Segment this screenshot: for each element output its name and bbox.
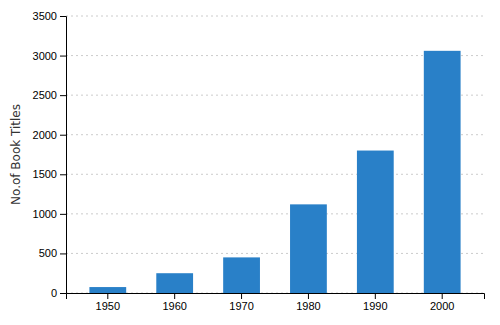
grid-line [66,95,484,96]
y-tick-label: 3500 [33,10,57,22]
y-tick-mark [60,214,66,215]
bar [89,287,126,293]
x-tick-label: 1990 [363,300,387,312]
grid-line [66,213,484,214]
y-tick-mark [60,174,66,175]
y-tick-mark [60,16,66,17]
y-tick-mark [60,293,66,294]
x-tick-mark [375,293,376,299]
y-tick: 500 [39,247,66,259]
y-axis-title: No.of Book Titles [9,104,23,205]
y-tick-label: 0 [51,287,57,299]
x-tick: 2000 [430,293,454,312]
bar [357,151,394,293]
x-tick: 1950 [96,293,120,312]
x-tick: 1980 [296,293,320,312]
x-tick-mark [308,293,309,299]
chart-svg: 0 500 1000 1500 2000 2500 3000 3500 1950 1960 1970… [0,0,500,325]
x-tick-label: 1950 [96,300,120,312]
y-tick: 3000 [33,50,66,62]
grid [66,16,484,293]
chart-container: 0 500 1000 1500 2000 2500 3000 3500 1950 1960 1970… [0,0,500,325]
y-tick-label: 2000 [33,129,57,141]
y-tick-label: 1000 [33,208,57,220]
y-tick-label: 3000 [33,50,57,62]
y-tick-mark [60,95,66,96]
bar [290,204,327,293]
x-tick: 1970 [229,293,253,312]
y-tick: 2500 [33,89,66,101]
grid-line [66,174,484,175]
x-tick-label: 1970 [229,300,253,312]
y-tick-label: 500 [39,247,57,259]
grid-line [66,55,484,56]
x-tick-label: 1980 [296,300,320,312]
y-tick-label: 1500 [33,168,57,180]
plot-area: 0 500 1000 1500 2000 2500 3000 3500 1950 1960 1970… [33,10,485,312]
y-tick-mark [60,135,66,136]
x-tick-label: 2000 [430,300,454,312]
y-tick: 0 [51,287,66,299]
y-tick: 2000 [33,129,66,141]
grid-line [66,253,484,254]
bar [223,257,260,293]
x-axis: 1950 1960 1970 1980 1990 2000 [67,293,485,312]
bar [424,51,461,293]
y-tick: 1000 [33,208,66,220]
y-tick-mark [60,56,66,57]
x-tick-mark [442,293,443,299]
x-tick-mark [107,293,108,299]
grid-line [66,134,484,135]
y-axis-line [60,17,67,294]
y-axis: 0 500 1000 1500 2000 2500 3000 3500 [33,10,67,299]
grid-line [66,16,484,17]
y-tick-mark [60,253,66,254]
y-tick: 1500 [33,168,66,180]
y-tick-label: 2500 [33,89,57,101]
x-tick: 1990 [363,293,387,312]
x-tick-label: 1960 [162,300,186,312]
x-axis-line [67,294,485,300]
bars [89,51,460,293]
y-tick: 3500 [33,10,66,22]
x-tick: 1960 [162,293,186,312]
x-tick-mark [241,293,242,299]
x-tick-mark [174,293,175,299]
bar [156,273,193,293]
